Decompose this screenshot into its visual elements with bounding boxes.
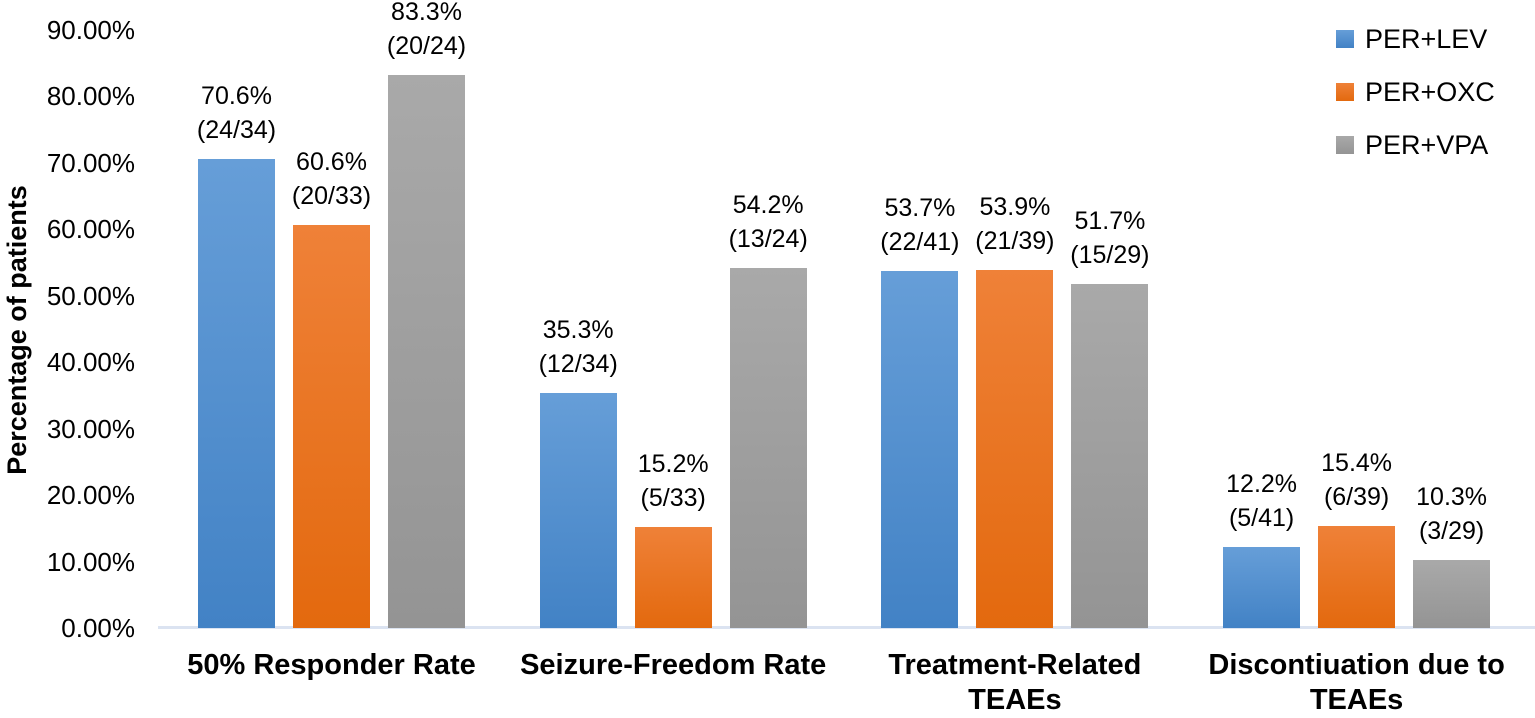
bar-per-lev-seizure-freedom-rate — [539, 393, 617, 628]
bar-value-label: 51.7% (15/29) — [1020, 204, 1200, 272]
bar-value-label: 70.6% (24/34) — [147, 79, 327, 147]
legend-swatch-per-vpa — [1336, 136, 1354, 154]
y-axis-tick-label: 20.00% — [46, 480, 135, 511]
legend-label: PER+VPA — [1365, 130, 1489, 160]
bar-percent-label: 54.2% — [732, 190, 804, 219]
y-axis-tick-label: 10.00% — [46, 546, 135, 577]
bar-percent-label: 15.2% — [637, 450, 709, 478]
bar-per-lev-discontiuation-due-to — [1223, 546, 1301, 628]
bar-per-oxc-50-responder-rate — [293, 225, 370, 628]
bar-percent-label: 53.9% — [979, 192, 1051, 221]
y-axis-tick-label: 70.00% — [46, 147, 135, 178]
bar-per-vpa-discontiuation-due-to — [1413, 559, 1491, 628]
bar-percent-label: 35.3% — [542, 316, 614, 345]
x-axis-category-label: 50% Responder Rate — [187, 649, 476, 681]
y-axis-tick-label: 30.00% — [46, 413, 135, 444]
bar-value-label: 35.3% (12/34) — [488, 313, 668, 381]
y-axis-tick-label: 80.00% — [46, 81, 135, 112]
y-axis-tick-label: 40.00% — [46, 347, 135, 378]
bar-count-label: (20/24) — [386, 31, 467, 60]
bar-per-vpa-treatment-related-teaes — [1071, 284, 1149, 628]
x-axis-category-label: Seizure-Freedom Rate — [520, 649, 827, 681]
x-axis-category-label: Treatment-Related TEAEs — [888, 649, 1142, 716]
y-axis-tick-label: 50.00% — [46, 280, 135, 311]
bar-count-label: (13/24) — [728, 224, 808, 253]
bar-per-oxc-seizure-freedom-rate — [634, 527, 712, 628]
bar-value-label: 54.2% (13/24) — [678, 188, 858, 256]
x-axis-line — [158, 626, 1535, 629]
x-axis-category-label: Discontiuation due to TEAEs — [1208, 649, 1505, 716]
bar-count-label: (24/34) — [196, 115, 277, 144]
bar-count-label: (15/29) — [1070, 241, 1150, 270]
bar-percent-label: 83.3% — [391, 0, 462, 26]
legend-item-per-oxc: PER+OXC — [1336, 77, 1495, 107]
bar-count-label: (12/34) — [538, 350, 618, 379]
bar-percent-label: 60.6% — [296, 148, 367, 177]
legend-label: PER+OXC — [1365, 77, 1495, 107]
legend-swatch-per-lev — [1336, 30, 1354, 48]
bar-count-label: (22/41) — [880, 228, 960, 257]
legend-item-per-lev: PER+LEV — [1336, 24, 1495, 54]
bar-count-label: (20/33) — [291, 182, 372, 211]
legend-label: PER+LEV — [1365, 24, 1488, 54]
bar-value-label: 60.6% (20/33) — [242, 145, 422, 213]
bar-percent-label: 10.3% — [1416, 482, 1488, 511]
bar-value-label: 53.9% (21/39) — [925, 190, 1105, 258]
bar-per-oxc-treatment-related-teaes — [976, 269, 1054, 628]
bar-percent-label: 12.2% — [1226, 469, 1298, 498]
bar-per-oxc-discontiuation-due-to — [1318, 525, 1396, 628]
bar-count-label: (3/29) — [1418, 516, 1485, 545]
bar-percent-label: 70.6% — [201, 81, 272, 110]
bar-percent-label: 15.4% — [1321, 448, 1393, 477]
bar-per-vpa-50-responder-rate — [388, 74, 465, 628]
bar-count-label: (5/33) — [640, 484, 706, 512]
bar-percent-label: 53.7% — [884, 194, 956, 223]
legend-swatch-per-oxc — [1336, 83, 1354, 101]
legend: PER+LEV PER+OXC PER+VPA — [1336, 24, 1495, 183]
bar-percent-label: 51.7% — [1074, 207, 1146, 236]
y-axis-tick-label: 90.00% — [46, 15, 135, 45]
bar-value-label: 53.7% (22/41) — [830, 191, 1010, 259]
y-axis-tick-label: 60.00% — [46, 214, 135, 245]
y-axis-tick-label: 0.00% — [61, 613, 135, 643]
bar-per-lev-50-responder-rate — [198, 158, 275, 628]
bar-count-label: (5/41) — [1228, 503, 1295, 532]
y-axis-title: Percentage of patients — [2, 185, 32, 475]
bar-value-label: 12.2% (5/41) — [1172, 467, 1352, 535]
bar-value-label: 10.3% (3/29) — [1362, 480, 1535, 548]
bar-count-label: (6/39) — [1323, 482, 1390, 511]
legend-item-per-vpa: PER+VPA — [1336, 130, 1495, 160]
bar-per-vpa-seizure-freedom-rate — [729, 267, 807, 628]
bar-per-lev-treatment-related-teaes — [881, 271, 959, 628]
bar-count-label: (21/39) — [975, 226, 1055, 255]
bar-value-label: 83.3% (20/24) — [337, 0, 517, 63]
bar-value-label: 15.4% (6/39) — [1267, 446, 1447, 514]
bar-value-label: 15.2% (5/33) — [583, 447, 763, 515]
